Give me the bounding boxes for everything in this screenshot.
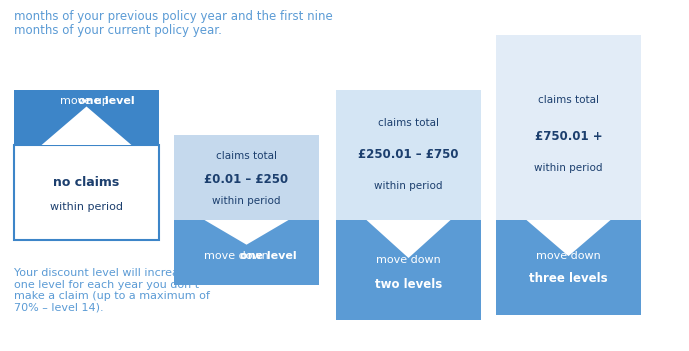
Text: claims total: claims total bbox=[378, 118, 439, 127]
Bar bbox=[336, 90, 481, 220]
Polygon shape bbox=[41, 106, 132, 145]
Polygon shape bbox=[367, 220, 451, 258]
Text: within period: within period bbox=[212, 196, 280, 206]
Text: £250.01 – £750: £250.01 – £750 bbox=[358, 148, 459, 161]
Text: claims total: claims total bbox=[216, 151, 277, 161]
Bar bbox=[336, 220, 481, 320]
Text: £750.01 +: £750.01 + bbox=[535, 130, 602, 143]
Text: within period: within period bbox=[50, 202, 123, 212]
Bar bbox=[496, 220, 641, 315]
Text: one level: one level bbox=[240, 251, 297, 261]
Polygon shape bbox=[526, 220, 610, 256]
Text: move down: move down bbox=[376, 255, 441, 265]
Text: £0.01 – £250: £0.01 – £250 bbox=[205, 173, 289, 186]
Text: Your discount level will increase by
one level for each year you don’t
make a cl: Your discount level will increase by one… bbox=[14, 268, 210, 313]
Text: move up: move up bbox=[61, 96, 112, 106]
Bar bbox=[496, 35, 641, 220]
Bar bbox=[14, 90, 159, 145]
Text: move down: move down bbox=[536, 251, 601, 261]
Text: months of your previous policy year and the first nine: months of your previous policy year and … bbox=[14, 10, 333, 23]
Bar bbox=[174, 135, 319, 220]
Text: within period: within period bbox=[534, 163, 603, 173]
Bar bbox=[174, 220, 319, 285]
Bar bbox=[14, 145, 159, 240]
Polygon shape bbox=[205, 220, 289, 245]
Text: three levels: three levels bbox=[529, 272, 608, 285]
Text: months of your current policy year.: months of your current policy year. bbox=[14, 24, 222, 37]
Text: within period: within period bbox=[374, 181, 443, 191]
Text: two levels: two levels bbox=[375, 278, 442, 291]
Text: no claims: no claims bbox=[53, 177, 120, 190]
Text: claims total: claims total bbox=[538, 95, 599, 105]
Text: one level: one level bbox=[78, 96, 135, 106]
Text: move down: move down bbox=[205, 251, 273, 261]
